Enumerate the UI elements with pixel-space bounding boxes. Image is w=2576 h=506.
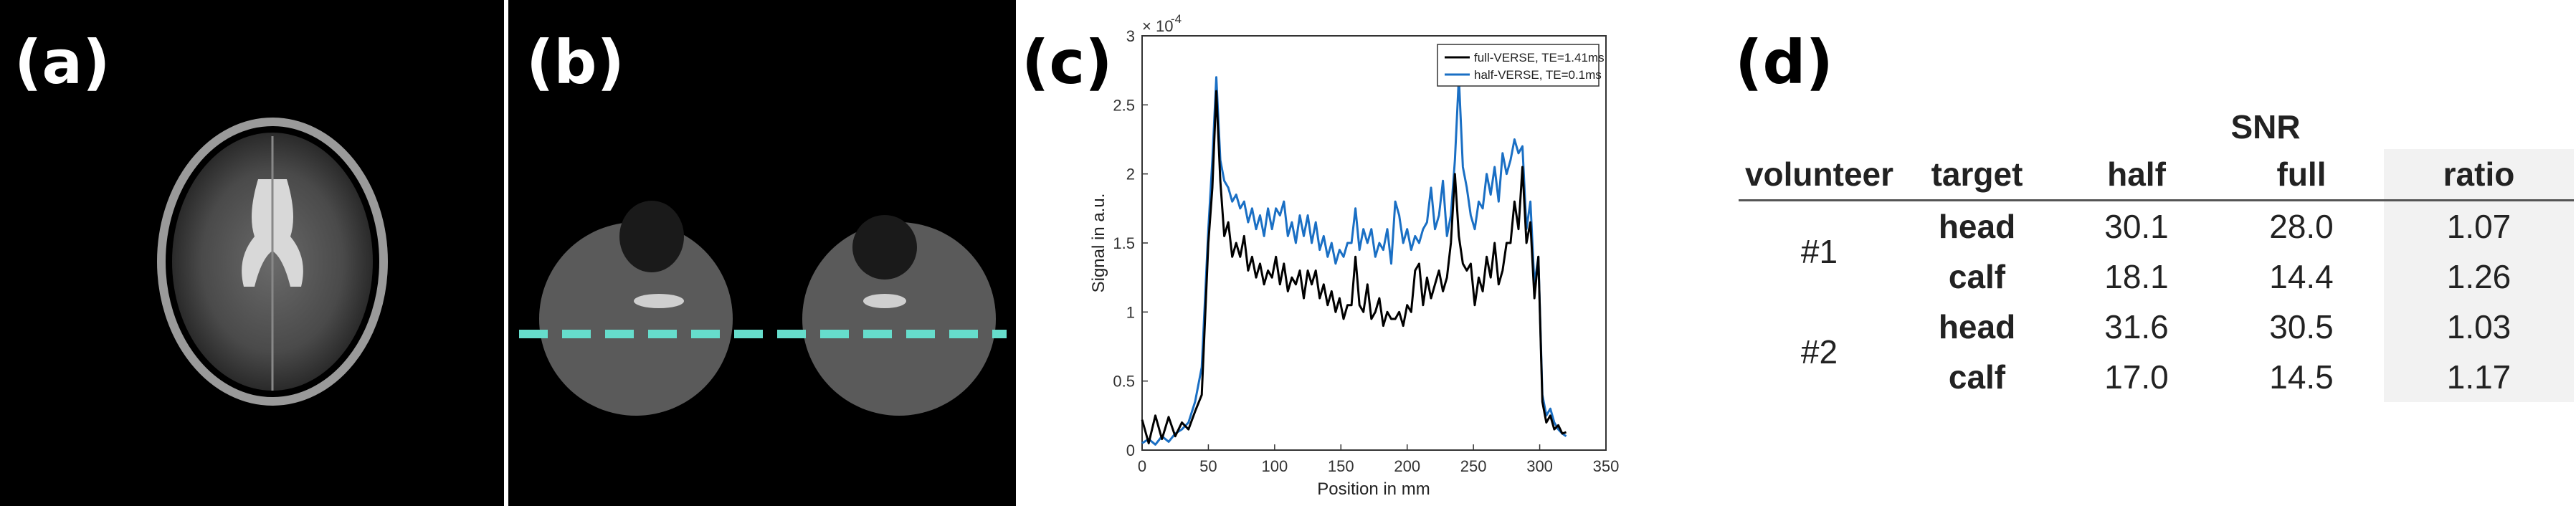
x-tick-label: 350 [1593, 457, 1620, 475]
x-axis-label: Position in mm [1317, 479, 1430, 499]
x-tick-label: 0 [1138, 457, 1146, 475]
header-half: half [2107, 156, 2166, 193]
cell-full: 14.5 [2269, 358, 2334, 396]
panel-c-signal-plot: (c) 0 50 100 150 200 250 300 350 0 0.5 1 1.5 2 2.5 3 … [1018, 0, 1678, 506]
panel-d-snr-table: (d) SNR volunteer target half full ratio… [1678, 0, 2576, 506]
x-tick-label: 100 [1261, 457, 1288, 475]
cell-half: 17.0 [2104, 358, 2169, 396]
cell-half: 30.1 [2104, 208, 2169, 245]
y-tick-label: 1.5 [1113, 234, 1135, 252]
y-tick-label: 2.5 [1113, 96, 1135, 114]
y-tick-label: 2 [1126, 166, 1135, 183]
panel-label-d: (d) [1735, 27, 1833, 97]
table-row: #2 head 31.6 30.5 1.03 [1739, 302, 2574, 371]
cell-half: 31.6 [2104, 308, 2169, 345]
panel-a-brain-image: (a) [0, 0, 504, 506]
header-full: full [2276, 156, 2327, 193]
calf-mri-image [519, 201, 1007, 416]
x-tick-label: 50 [1199, 457, 1217, 475]
panel-label-c: (c) [1022, 27, 1113, 97]
x-tick-label: 200 [1394, 457, 1420, 475]
y-exponent-power: -4 [1171, 12, 1182, 26]
x-tick-label: 300 [1526, 457, 1553, 475]
y-tick-label: 0.5 [1113, 373, 1135, 391]
signal-line-chart: 0 50 100 150 200 250 300 350 0 0.5 1 1.5 2 2.5 3 × 10… [1089, 12, 1620, 499]
header-target: target [1931, 156, 2023, 193]
y-tick-label: 3 [1126, 27, 1135, 45]
y-axis-label: Signal in a.u. [1089, 194, 1108, 293]
snr-group-header: SNR [2230, 108, 2301, 145]
cell-full: 28.0 [2269, 208, 2334, 245]
table-row: calf 18.1 14.4 1.26 [1739, 252, 2574, 302]
cell-volunteer: #1 [1800, 233, 1838, 270]
header-volunteer: volunteer [1744, 156, 1894, 193]
cell-ratio: 1.26 [2384, 252, 2574, 302]
cell-target: head [1938, 308, 2016, 345]
cell-target: head [1938, 208, 2016, 245]
cell-full: 30.5 [2269, 308, 2334, 345]
cell-half: 18.1 [2104, 258, 2169, 295]
cell-ratio: 1.03 [2384, 302, 2574, 352]
cell-ratio: 1.17 [2384, 352, 2574, 402]
panel-label-a: (a) [14, 27, 110, 97]
legend: full-VERSE, TE=1.41ms half-VERSE, TE=0.1… [1437, 44, 1605, 87]
legend-label-half: half-VERSE, TE=0.1ms [1474, 68, 1602, 82]
cell-target: calf [1948, 258, 2006, 295]
table-header-row: volunteer target half full ratio [1739, 149, 2574, 201]
cell-ratio: 1.07 [2384, 200, 2574, 252]
panel-b-calf-image: (b) [508, 0, 1016, 506]
snr-table: volunteer target half full ratio #1 head… [1739, 149, 2574, 402]
y-tick-label: 0 [1126, 441, 1135, 459]
header-ratio: ratio [2384, 149, 2574, 201]
legend-label-full: full-VERSE, TE=1.41ms [1474, 51, 1605, 65]
cell-volunteer: #2 [1800, 333, 1838, 371]
y-tick-label: 1 [1126, 303, 1135, 321]
cell-target: calf [1948, 358, 2006, 396]
table-row: calf 17.0 14.5 1.17 [1739, 352, 2574, 402]
cell-full: 14.4 [2269, 258, 2334, 295]
panel-label-b: (b) [526, 27, 624, 97]
x-tick-label: 150 [1328, 457, 1354, 475]
series-line-full-verse [1141, 90, 1567, 444]
table-row: #1 head 30.1 28.0 1.07 [1739, 200, 2574, 270]
y-exponent-base: × 10 [1142, 17, 1173, 35]
x-tick-label: 250 [1460, 457, 1487, 475]
series-line-half-verse [1141, 76, 1567, 446]
brain-mri-image [157, 118, 388, 406]
